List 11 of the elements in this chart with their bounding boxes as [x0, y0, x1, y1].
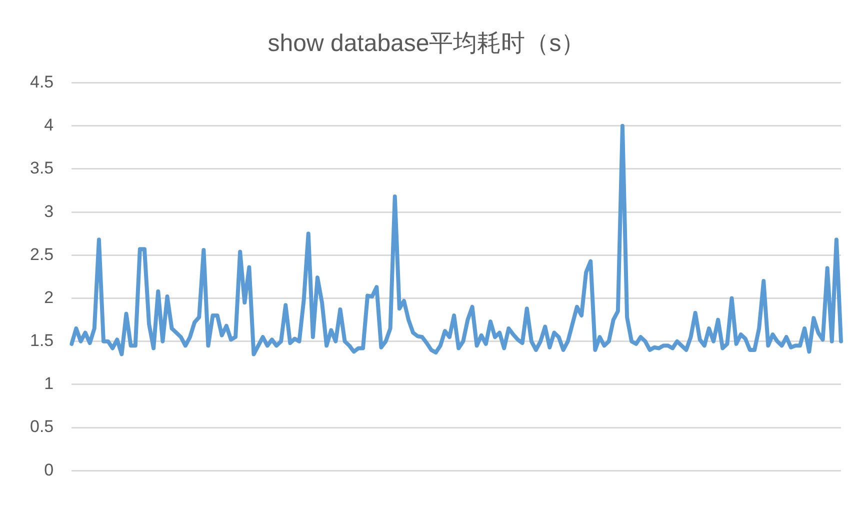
y-tick-label: 0	[44, 460, 54, 480]
y-tick-label: 1.5	[30, 331, 54, 350]
y-tick-label: 2.5	[30, 244, 54, 264]
chart-title: show database平均耗时（s）	[268, 30, 586, 58]
y-tick-label: 0.5	[30, 417, 54, 436]
y-tick-label: 3	[44, 202, 54, 221]
y-tick-label: 2	[44, 288, 54, 307]
y-tick-label: 3.5	[30, 158, 54, 178]
y-tick-label: 4.5	[30, 72, 54, 92]
y-tick-label: 1	[44, 374, 54, 394]
y-tick-label: 4	[44, 116, 54, 135]
